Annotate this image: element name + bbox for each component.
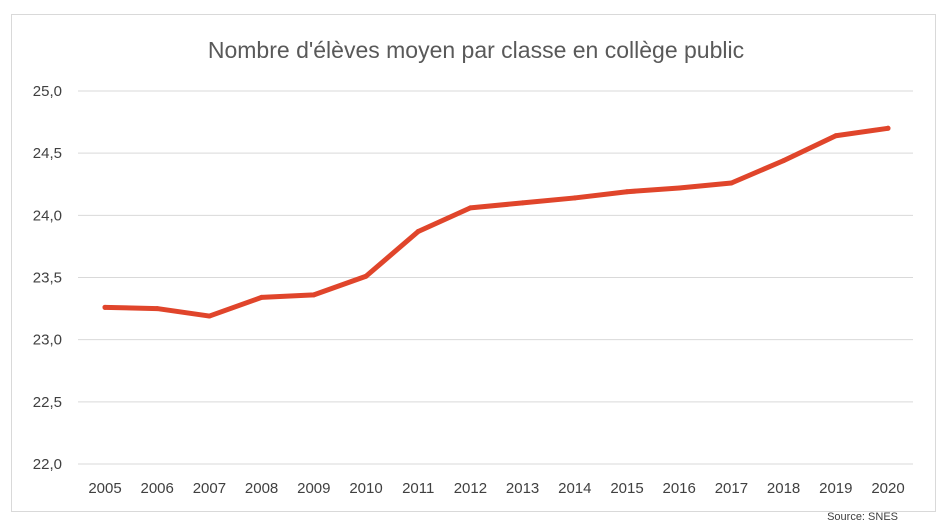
x-tick-label: 2015 [610,480,643,497]
data-point [781,158,787,164]
x-tick-label: 2014 [558,480,591,497]
data-point [259,294,265,300]
x-tick-label: 2011 [402,480,434,497]
x-tick-label: 2016 [663,480,696,497]
y-axis-ticks: 22,0 22,5 23,0 23,5 24,0 24,5 25,0 [33,83,62,473]
data-point [624,189,630,195]
data-point [520,200,526,206]
data-point [572,195,578,201]
series-layer [102,125,891,319]
gridlines [78,90,913,465]
x-tick-label: 2009 [297,480,330,497]
source-note: Source: SNES [827,511,898,523]
x-tick-label: 2005 [88,480,121,497]
y-tick-label: 23,5 [33,270,62,287]
data-point [102,304,108,310]
x-tick-label: 2018 [767,480,800,497]
y-tick-label: 23,0 [33,332,62,349]
data-point [311,292,317,298]
y-tick-label: 22,0 [33,456,62,473]
y-tick-label: 24,5 [33,145,62,162]
data-point [206,313,212,319]
x-tick-label: 2010 [349,480,382,497]
x-tick-label: 2006 [141,480,174,497]
data-point [467,205,473,211]
data-point [676,185,682,191]
y-tick-label: 22,5 [33,394,62,411]
x-tick-label: 2008 [245,480,278,497]
x-tick-label: 2020 [871,480,904,497]
data-point [154,306,160,312]
chart-frame [11,14,936,512]
data-point [728,180,734,186]
y-tick-label: 24,0 [33,207,62,224]
y-tick-label: 25,0 [33,83,62,100]
data-point [363,273,369,279]
series-line [102,125,891,319]
x-tick-label: 2019 [819,480,852,497]
x-tick-label: 2013 [506,480,539,497]
x-tick-label: 2017 [715,480,748,497]
x-tick-label: 2012 [454,480,487,497]
data-point [833,133,839,139]
data-point [415,228,421,234]
x-tick-label: 2007 [193,480,226,497]
data-point [885,125,891,131]
chart-title: Nombre d'élèves moyen par classe en coll… [208,37,744,63]
x-axis-ticks: 2005 2006 2007 2008 2009 2010 2011 2012 2013 2014… [88,480,904,497]
